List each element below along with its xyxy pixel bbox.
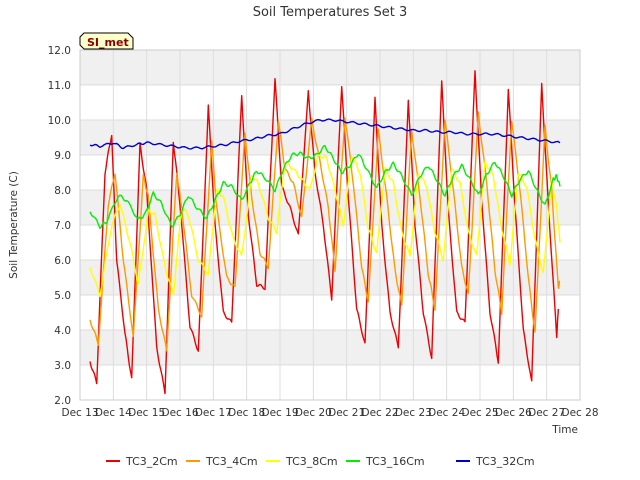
series-line-tc3-32cm — [89, 118, 561, 150]
x-tick-label: Dec 26 — [495, 407, 532, 419]
legend-label: TC3_8Cm — [285, 455, 338, 468]
x-tick-label: Dec 20 — [295, 407, 332, 419]
x-tick-label: Dec 27 — [528, 407, 565, 419]
series-line-tc3-2cm — [89, 70, 559, 395]
y-tick-label: 7.0 — [54, 220, 71, 232]
series-lines — [89, 70, 561, 395]
x-tick-label: Dec 18 — [228, 407, 265, 419]
y-tick-label: 5.0 — [54, 290, 71, 302]
station-badge-label: SI_met — [87, 36, 129, 49]
legend-label: TC3_4Cm — [205, 455, 258, 468]
y-axis-label: Soil Temperature (C) — [8, 171, 20, 279]
legend-item-tc3-4cm: TC3_4Cm — [186, 455, 258, 468]
legend-label: TC3_16Cm — [365, 455, 425, 468]
legend: TC3_2Cm TC3_4Cm TC3_8Cm TC3_16Cm TC3_32Cm — [106, 455, 535, 468]
x-tick-label: Dec 16 — [161, 407, 198, 419]
x-tick-label: Dec 25 — [461, 407, 498, 419]
y-tick-label: 8.0 — [54, 185, 71, 197]
y-tick-label: 2.0 — [54, 395, 71, 407]
plot-band — [80, 120, 580, 155]
station-badge: SI_met — [79, 32, 134, 50]
x-tick-label: Dec 22 — [361, 407, 398, 419]
x-tick-label: Dec 28 — [561, 407, 598, 419]
plot-band — [80, 50, 580, 85]
x-tick-label: Dec 21 — [328, 407, 365, 419]
y-tick-label: 10.0 — [48, 115, 71, 127]
y-tick-label: 12.0 — [48, 45, 71, 57]
series-line-tc3-4cm — [89, 111, 561, 352]
x-tick-label: Dec 14 — [95, 407, 132, 419]
series-line-tc3-16cm — [89, 144, 561, 229]
x-tick-label: Dec 24 — [428, 407, 465, 419]
x-tick-label: Dec 23 — [395, 407, 432, 419]
y-tick-label: 6.0 — [54, 255, 71, 267]
plot-frame — [79, 49, 581, 401]
x-tick-label: Dec 19 — [261, 407, 298, 419]
y-axis-ticks: 2.0 3.0 4.0 5.0 6.0 7.0 8.0 9.0 10.0 11.0 12.0 — [48, 45, 71, 407]
legend-item-tc3-8cm: TC3_8Cm — [266, 455, 338, 468]
legend-label: TC3_2Cm — [125, 455, 178, 468]
y-tick-label: 4.0 — [54, 325, 71, 337]
x-tick-label: Dec 17 — [195, 407, 232, 419]
legend-label: TC3_32Cm — [475, 455, 535, 468]
legend-item-tc3-32cm: TC3_32Cm — [456, 455, 535, 468]
x-tick-label: Dec 13 — [61, 407, 98, 419]
y-tick-label: 11.0 — [48, 80, 71, 92]
y-tick-label: 9.0 — [54, 150, 71, 162]
chart-title: Soil Temperatures Set 3 — [253, 5, 408, 20]
station-badge-box — [79, 32, 134, 50]
x-axis-label: Time — [551, 424, 578, 436]
y-tick-label: 3.0 — [54, 360, 71, 372]
legend-item-tc3-2cm: TC3_2Cm — [106, 455, 178, 468]
legend-item-tc3-16cm: TC3_16Cm — [346, 455, 425, 468]
x-tick-label: Dec 15 — [128, 407, 165, 419]
plot-band — [80, 330, 580, 365]
